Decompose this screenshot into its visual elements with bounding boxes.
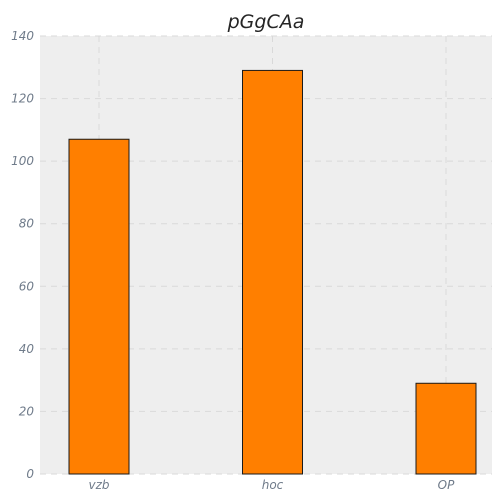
y-axis-ticks: 0 20 40 60 80 100 120 140 (11, 29, 34, 481)
y-tick-label: 120 (11, 92, 34, 106)
y-tick-label: 140 (11, 29, 34, 43)
y-tick-label: 80 (19, 217, 35, 231)
bars (68, 69, 477, 475)
x-tick-label: vzb (88, 478, 109, 492)
x-tick-label: OP (438, 478, 455, 492)
y-tick-label: 100 (11, 154, 34, 168)
y-tick-label: 60 (19, 279, 35, 293)
bar-hoc (242, 69, 303, 475)
x-tick-label: hoc (262, 478, 284, 492)
chart-title: pGgCAa (227, 11, 305, 33)
y-tick-label: 20 (19, 404, 35, 418)
y-tick-label: 40 (19, 342, 35, 356)
x-axis-ticks: vzb hoc OP (88, 478, 455, 492)
bar-OP (415, 382, 477, 475)
bar-vzb (68, 138, 130, 475)
y-tick-label: 0 (26, 467, 34, 481)
